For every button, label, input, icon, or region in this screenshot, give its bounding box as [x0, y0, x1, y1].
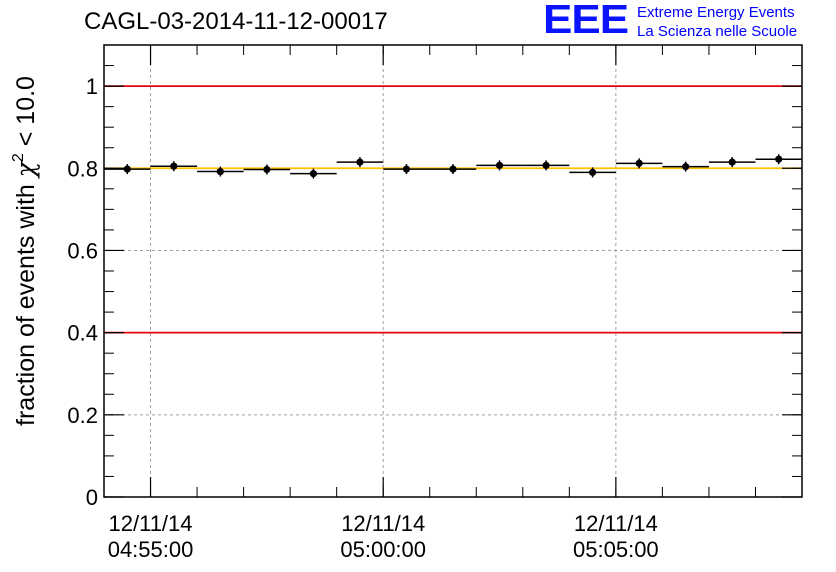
chart-title: CAGL-03-2014-11-12-00017 — [84, 8, 388, 35]
data-point — [522, 160, 570, 171]
data-point-marker — [728, 158, 736, 166]
x-tick-label-date: 12/11/14 — [341, 511, 425, 536]
x-tick-label-date: 12/11/14 — [109, 511, 193, 536]
y-tick-labels: 0 0.2 0.4 0.6 0.8 1 — [67, 74, 98, 510]
y-axis-label-main: fraction of events with — [12, 177, 40, 426]
data-point-marker — [495, 161, 504, 169]
data-point-marker — [635, 159, 643, 167]
data-point — [662, 161, 709, 172]
y-tick-label: 0.2 — [67, 403, 98, 428]
data-point-marker — [589, 168, 597, 176]
data-point — [104, 164, 151, 175]
y-tick-label: 0.6 — [67, 238, 98, 263]
data-point — [429, 164, 477, 175]
data-point-marker — [216, 167, 224, 176]
data-point — [615, 158, 663, 169]
axis-ticks — [103, 44, 803, 498]
data-point — [569, 167, 616, 178]
data-point-marker — [309, 170, 317, 178]
horizontal-lines — [104, 85, 802, 334]
y-tick-label: 0.4 — [67, 321, 98, 346]
data-point — [755, 154, 802, 165]
logo-text-line2: La Scienza nelle Scuole — [637, 23, 798, 40]
data-point-marker — [542, 161, 550, 169]
data-point-marker — [170, 162, 178, 170]
y-tick-label: 0 — [86, 485, 98, 510]
data-point — [336, 157, 384, 168]
data-point — [383, 164, 430, 175]
data-point-marker — [682, 163, 690, 171]
y-axis-label-chi: χ — [11, 160, 40, 179]
grid-layer — [104, 45, 802, 497]
logo-text-line1: Extreme Energy Events — [637, 4, 795, 21]
y-axis-label-tail: < 10.0 — [12, 76, 40, 153]
data-point — [197, 166, 244, 177]
data-point — [243, 164, 291, 175]
data-point — [708, 157, 756, 168]
x-tick-labels: 12/11/1404:55:0012/11/1405:00:0012/11/14… — [108, 511, 659, 562]
y-tick-label: 0.8 — [67, 156, 98, 181]
data-point — [290, 168, 337, 179]
x-tick-label-time: 04:55:00 — [108, 537, 194, 562]
x-tick-label-date: 12/11/14 — [574, 511, 658, 536]
y-tick-label: 1 — [86, 74, 98, 99]
data-point-marker — [402, 165, 411, 173]
data-point-marker — [356, 158, 364, 166]
y-axis-label: fraction of events with χ2 < 10.0 — [10, 76, 40, 426]
x-tick-label-time: 05:00:00 — [340, 537, 426, 562]
data-points — [104, 154, 802, 179]
x-tick-label-time: 05:05:00 — [573, 537, 659, 562]
eee-logo-mark: EEE — [543, 0, 629, 43]
data-point-marker — [263, 165, 271, 174]
plot-frame — [103, 44, 803, 498]
data-point — [476, 160, 523, 171]
data-point — [150, 161, 198, 172]
data-point-marker — [775, 155, 783, 163]
data-point-marker — [449, 165, 457, 173]
y-axis-label-sup: 2 — [10, 153, 27, 162]
data-point-marker — [123, 165, 131, 173]
